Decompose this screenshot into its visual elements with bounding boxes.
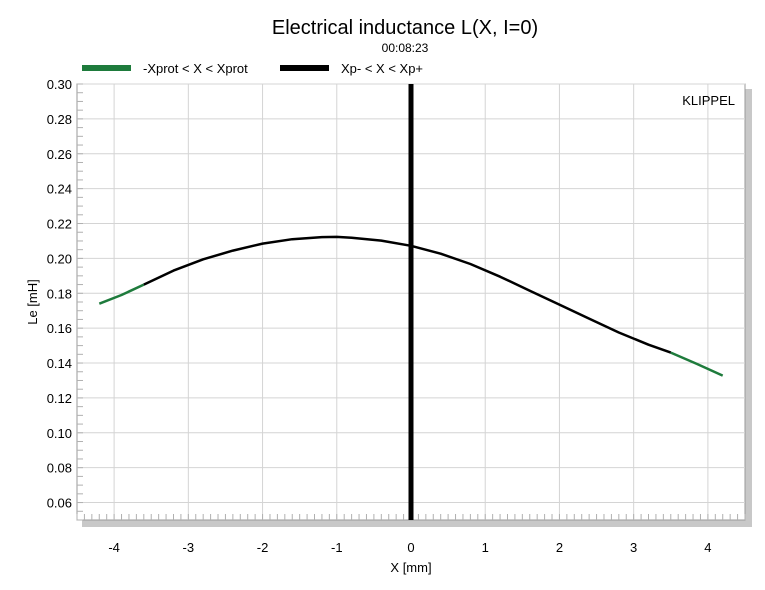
y-tick-label: 0.08: [47, 461, 72, 476]
x-tick-label: -2: [257, 540, 269, 555]
x-tick-label: -3: [183, 540, 195, 555]
minor-ticks: [76, 83, 746, 521]
x-tick-label: 3: [630, 540, 637, 555]
brand-label: KLIPPEL: [682, 93, 735, 108]
series-line-1: [143, 235, 672, 354]
y-tick-label: 0.22: [47, 217, 72, 232]
x-tick-label: -4: [108, 540, 120, 555]
series-line-0: [98, 283, 145, 305]
y-tick-label: 0.16: [47, 321, 72, 336]
legend-label-black: Xp- < X < Xp+: [341, 61, 423, 76]
plot-shadow-bottom: [82, 520, 752, 527]
x-tick-label: 2: [556, 540, 563, 555]
y-tick-label: 0.18: [47, 286, 72, 301]
y-tick-label: 0.10: [47, 426, 72, 441]
y-axis-label: Le [mH]: [25, 279, 40, 325]
y-tick-label: 0.06: [47, 496, 72, 511]
y-tick-label: 0.26: [47, 147, 72, 162]
x-tick-labels: -4 -3 -2 -1 0 1 2 3 4: [108, 540, 711, 555]
series-layer: [98, 235, 724, 377]
plot-shadow-right: [745, 89, 752, 527]
x-tick-label: -1: [331, 540, 343, 555]
y-tick-label: 0.20: [47, 251, 72, 266]
y-tick-label: 0.24: [47, 182, 72, 197]
x-axis-label: X [mm]: [390, 560, 431, 575]
y-tick-label: 0.28: [47, 112, 72, 127]
x-tick-label: 1: [482, 540, 489, 555]
y-tick-label: 0.14: [47, 356, 72, 371]
chart-title: Electrical inductance L(X, I=0): [272, 17, 538, 39]
y-tick-labels: 0.06 0.08 0.10 0.12 0.14 0.16 0.18 0.20 0.22 0.24…: [47, 77, 72, 511]
legend-label-green: -Xprot < X < Xprot: [143, 61, 248, 76]
x-tick-label: 0: [407, 540, 414, 555]
y-tick-label: 0.12: [47, 391, 72, 406]
chart-subtitle: 00:08:23: [382, 41, 429, 55]
y-tick-label: 0.30: [47, 77, 72, 92]
series-line-2: [670, 351, 724, 377]
x-tick-label: 4: [704, 540, 711, 555]
